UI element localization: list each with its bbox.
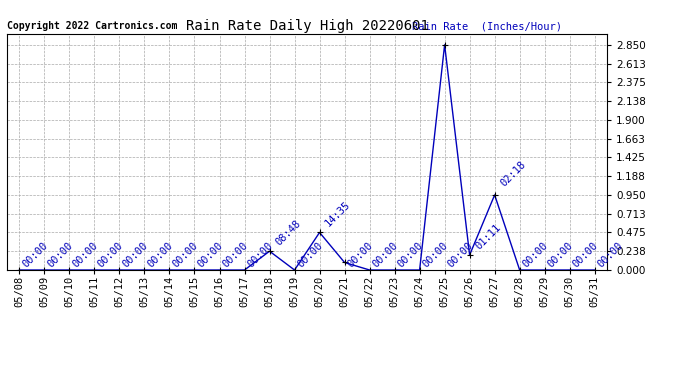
Text: 00:00: 00:00 — [521, 240, 550, 270]
Text: 00:00: 00:00 — [371, 240, 400, 270]
Text: Copyright 2022 Cartronics.com: Copyright 2022 Cartronics.com — [7, 21, 177, 32]
Text: 00:00: 00:00 — [446, 240, 475, 270]
Text: 00:00: 00:00 — [70, 240, 100, 270]
Text: 00:00: 00:00 — [246, 240, 275, 270]
Text: 00:00: 00:00 — [596, 240, 625, 270]
Text: 02:18: 02:18 — [498, 160, 528, 189]
Text: 00:00: 00:00 — [21, 240, 50, 270]
Text: 08:48: 08:48 — [273, 219, 302, 248]
Text: 00:00: 00:00 — [346, 240, 375, 270]
Title: Rain Rate Daily High 20220601: Rain Rate Daily High 20220601 — [186, 19, 428, 33]
Text: 00:00: 00:00 — [96, 240, 125, 270]
Text: 00:00: 00:00 — [146, 240, 175, 270]
Text: Rain Rate  (Inches/Hour): Rain Rate (Inches/Hour) — [412, 21, 562, 32]
Text: 00:00: 00:00 — [121, 240, 150, 270]
Text: 00:00: 00:00 — [396, 240, 425, 270]
Text: 01:11: 01:11 — [473, 223, 502, 252]
Text: 00:00: 00:00 — [571, 240, 600, 270]
Text: 00:00: 00:00 — [296, 240, 325, 270]
Text: 00:00: 00:00 — [170, 240, 200, 270]
Text: 00:00: 00:00 — [221, 240, 250, 270]
Text: 14:35: 14:35 — [324, 199, 353, 228]
Text: 00:00: 00:00 — [46, 240, 75, 270]
Text: 00:00: 00:00 — [421, 240, 450, 270]
Text: 00:00: 00:00 — [546, 240, 575, 270]
Text: 00:00: 00:00 — [196, 240, 225, 270]
